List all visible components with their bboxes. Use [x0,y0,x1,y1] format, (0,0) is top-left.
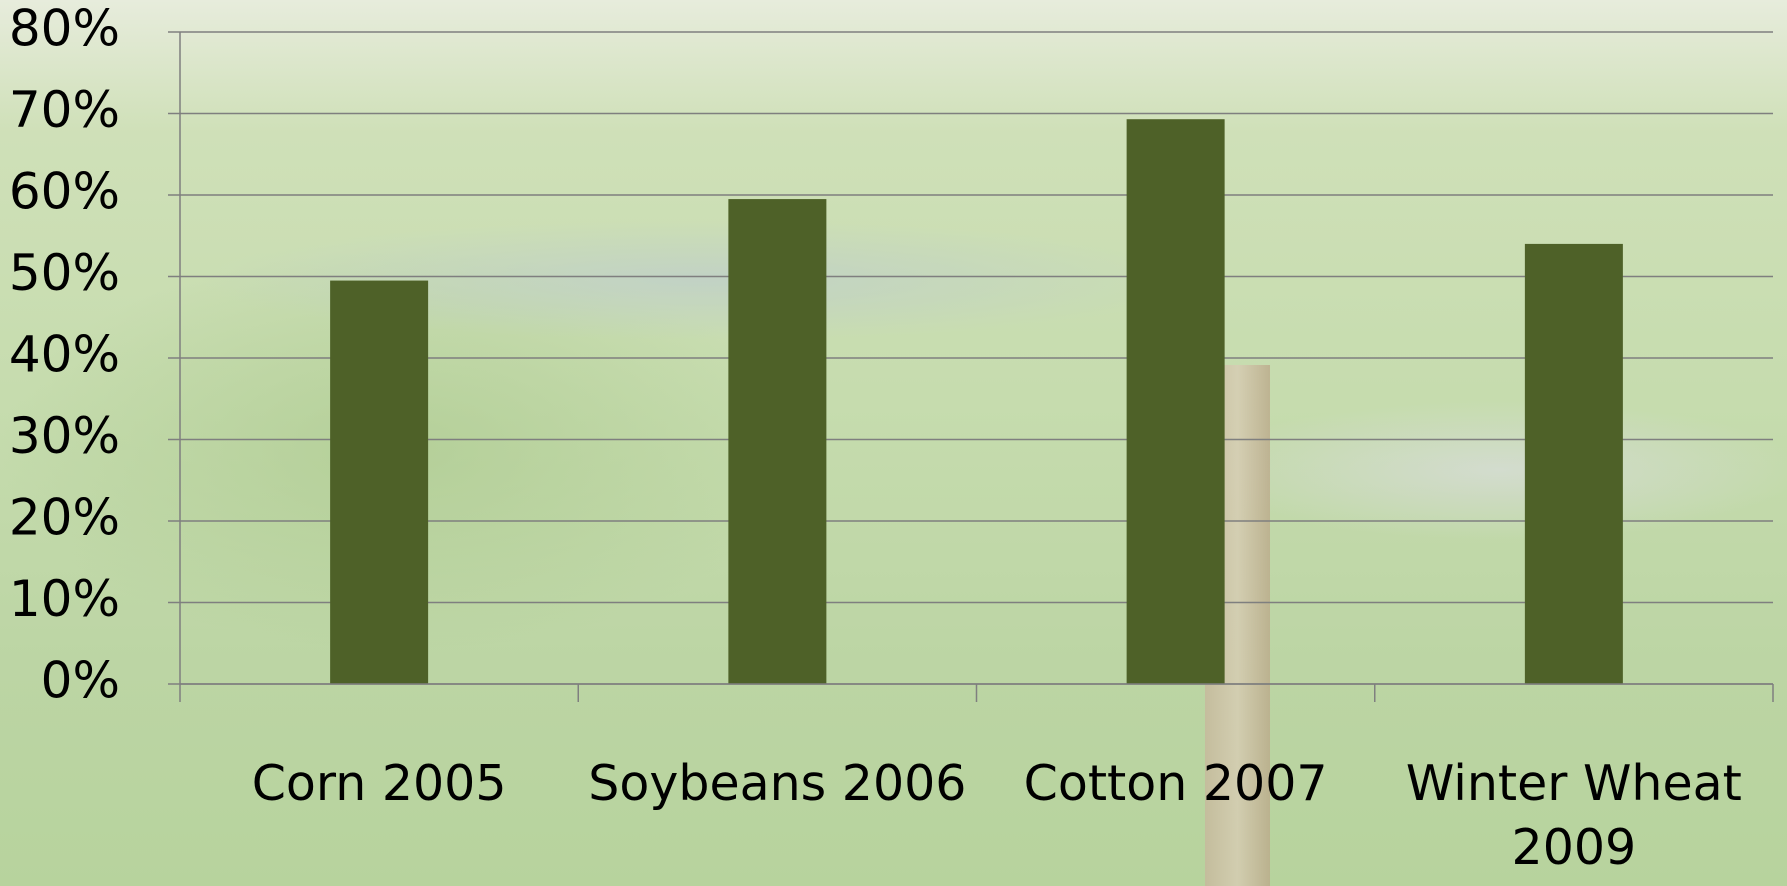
y-tick-label: 30% [9,407,120,465]
bar [1126,119,1225,684]
y-tick-label: 10% [9,570,120,628]
y-tick-label: 70% [9,81,120,139]
bar [330,280,429,684]
y-tick-label: 40% [9,326,120,384]
y-tick-label: 60% [9,163,120,221]
y-tick-label: 20% [9,489,120,547]
x-tick-label: Cotton 2007 [1023,755,1328,812]
x-tick-label: Soybeans 2006 [588,755,967,812]
y-tick-label: 50% [9,244,120,302]
y-tick-label: 80% [9,0,120,58]
bar [728,199,827,684]
y-tick-label: 0% [41,652,120,710]
x-tick-label: Corn 2005 [251,755,507,812]
bar [1524,243,1623,684]
x-tick-label: Winter Wheat 2009 [1405,755,1742,876]
